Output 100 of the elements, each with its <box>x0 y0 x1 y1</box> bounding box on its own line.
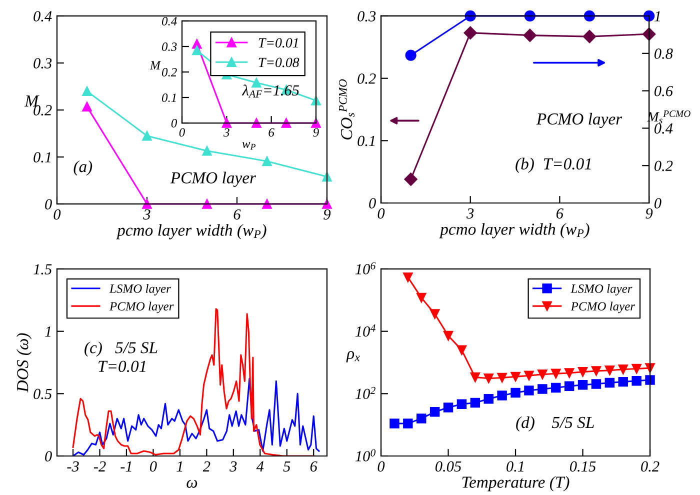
y2-tick-label: 0.2 <box>654 160 673 172</box>
point <box>464 26 477 40</box>
x-tick-label: 0.05 <box>435 461 462 472</box>
y-tick-label: 0.3 <box>358 11 376 22</box>
x-tick-label: 9 <box>324 209 331 220</box>
point <box>82 86 92 96</box>
y-tick-label: 10$^{4}$ <box>355 324 376 337</box>
x-tick-label: 6 <box>310 461 318 472</box>
point <box>582 30 596 44</box>
x-axis-title: w$_{P}$ <box>242 142 256 150</box>
line-series <box>72 378 320 456</box>
x-tick-label: 6 <box>268 128 274 137</box>
y-tick-label: 0 <box>45 451 52 462</box>
annotation: (b) T=0.01 <box>516 158 591 173</box>
point <box>497 390 507 400</box>
point <box>404 172 418 186</box>
point <box>564 381 574 392</box>
legend-label: LSMO layer <box>109 284 171 296</box>
point <box>262 156 272 166</box>
point <box>202 199 212 209</box>
point <box>470 398 480 408</box>
y-tick-label: 0 <box>369 198 376 208</box>
legend-label: LSMO layer <box>570 284 632 296</box>
x-tick-label: 5 <box>283 461 290 472</box>
annotation: PCMO layer <box>536 112 622 128</box>
y2-tick-label: 0 <box>654 198 662 208</box>
x-tick-label: 0 <box>179 128 185 137</box>
point <box>497 372 507 383</box>
point <box>403 418 413 428</box>
x-tick-label: 0.2 <box>641 461 660 472</box>
annotation: PCMO layer <box>170 172 256 187</box>
point <box>604 378 615 388</box>
legend-label: PCMO layer <box>109 302 174 314</box>
legend-label: T=0.08 <box>258 58 300 68</box>
point <box>604 365 615 376</box>
y-tick-label: 10$^{6}$ <box>355 262 376 274</box>
y-tick-label: 10$^{2}$ <box>355 386 376 400</box>
x-tick-label: 2 <box>202 461 210 472</box>
point <box>142 199 152 209</box>
point <box>82 102 92 112</box>
x-tick-label: -3 <box>67 461 79 472</box>
point <box>390 418 400 428</box>
point <box>538 384 548 394</box>
point <box>524 386 534 396</box>
y-tick-label: 0.3 <box>162 42 177 52</box>
x-tick-label: 0.1 <box>506 461 524 472</box>
point <box>618 364 628 374</box>
point <box>578 380 588 390</box>
y-tick-label: 0 <box>171 119 177 128</box>
y-tick-label: 0.2 <box>34 105 52 116</box>
point <box>564 368 574 378</box>
annotation: T=0.01 <box>98 360 146 372</box>
x-tick-label: 0 <box>150 461 157 472</box>
point <box>443 402 454 412</box>
annotation: (d) 5/5 SL <box>516 416 594 432</box>
y-axis-title: M <box>24 96 40 106</box>
annotation: (c) 5/5 SL <box>84 342 158 357</box>
point <box>252 118 262 128</box>
point <box>591 379 602 389</box>
point <box>524 370 534 380</box>
point <box>538 370 548 380</box>
point <box>551 368 561 378</box>
y-axis-title: M <box>150 61 161 70</box>
point <box>252 78 262 88</box>
y2-tick-label: 0.4 <box>654 123 673 134</box>
point <box>443 330 454 341</box>
x-tick-label: -1 <box>120 461 132 472</box>
x-tick-label: 0 <box>378 208 385 219</box>
point <box>510 372 520 382</box>
point <box>551 382 561 393</box>
point <box>523 28 537 42</box>
point <box>578 367 588 377</box>
y-tick-label: 0.4 <box>162 17 177 26</box>
y-tick-label: 0.1 <box>162 94 176 102</box>
point <box>456 345 467 355</box>
point <box>456 399 467 410</box>
point <box>222 118 232 128</box>
point <box>262 199 272 209</box>
y-axis-title: CO$_{s}$$^{PCMO}$ <box>338 79 354 140</box>
point <box>416 292 426 303</box>
point <box>430 309 440 319</box>
x-tick-label: 0.15 <box>570 461 596 472</box>
x-tick-label: 9 <box>646 208 653 219</box>
point <box>591 366 602 376</box>
point <box>192 45 202 56</box>
y-tick-label: 0.4 <box>34 11 52 22</box>
point <box>632 376 642 386</box>
annotation: (a) <box>74 160 92 176</box>
x-tick-label: 3 <box>143 209 150 220</box>
y-tick-label: 0.2 <box>162 68 177 77</box>
x-axis-title: ω <box>186 480 198 488</box>
point <box>645 375 655 385</box>
y-tick-label: 0.3 <box>34 58 52 69</box>
x-tick-label: 4 <box>256 461 264 472</box>
x-tick-label: 6 <box>234 209 241 220</box>
y-tick-label: 0.1 <box>34 152 50 163</box>
point <box>632 364 642 374</box>
y-tick-label: 1.5 <box>34 264 52 274</box>
x-tick-label: 6 <box>556 208 564 219</box>
y-axis-title: ρ$_{x}$ <box>346 350 360 362</box>
